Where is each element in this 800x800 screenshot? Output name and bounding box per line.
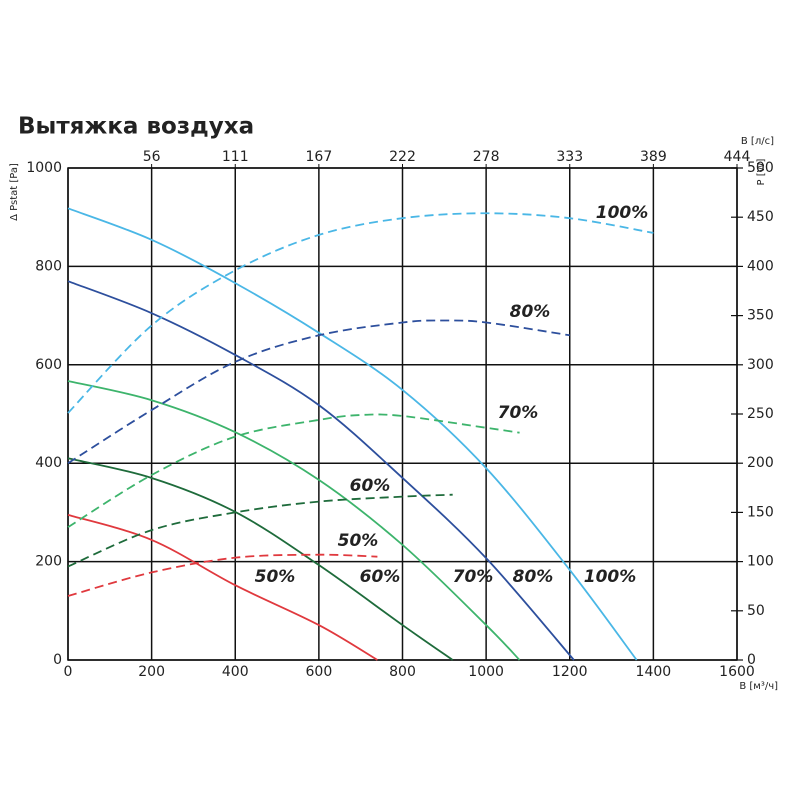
x2-tick-label: 56 bbox=[143, 149, 161, 165]
y2-tick-label: 300 bbox=[747, 357, 774, 373]
x2-tick-label: 167 bbox=[306, 149, 333, 165]
pressure-curve bbox=[67, 207, 638, 661]
y2-tick-label: 350 bbox=[747, 308, 774, 324]
power-curve bbox=[67, 319, 570, 464]
pressure-curve bbox=[67, 513, 378, 661]
curve-label: 50% bbox=[338, 531, 379, 551]
y2-tick-label: 200 bbox=[747, 455, 774, 471]
curve-label: 100% bbox=[596, 203, 649, 223]
x-tick-label: 200 bbox=[138, 664, 165, 680]
y2-tick-label: 250 bbox=[747, 406, 774, 422]
pressure-curve bbox=[67, 457, 454, 661]
y-tick-label: 400 bbox=[35, 455, 62, 471]
pressure-curve bbox=[67, 280, 575, 661]
power-curve bbox=[67, 493, 453, 568]
x-tick-label: 800 bbox=[389, 664, 416, 680]
curve-label: 60% bbox=[350, 476, 391, 496]
y2-axis-label: P [W] bbox=[756, 158, 767, 185]
y2-tick-label: 150 bbox=[747, 504, 774, 520]
curve-label: 50% bbox=[255, 567, 296, 587]
x2-tick-label: 222 bbox=[389, 149, 416, 165]
y2-tick-label: 500 bbox=[747, 160, 774, 176]
x-tick-label: 1000 bbox=[468, 664, 504, 680]
x2-tick-label: 389 bbox=[640, 149, 667, 165]
y-tick-label: 800 bbox=[35, 258, 62, 274]
x2-tick-label: 333 bbox=[556, 149, 583, 165]
x-tick-label: 600 bbox=[306, 664, 333, 680]
y2-tick-label: 0 bbox=[747, 652, 756, 668]
x2-tick-label: 278 bbox=[473, 149, 500, 165]
y-axis-label: Δ Pstat [Pa] bbox=[9, 163, 20, 221]
x-axis-label: B [м³/ч] bbox=[739, 681, 778, 692]
curve-label: 70% bbox=[498, 403, 539, 423]
chart-title: Вытяжка воздуха bbox=[18, 114, 254, 140]
curve-label: 80% bbox=[513, 567, 554, 587]
power-curve bbox=[67, 212, 654, 414]
power-curve bbox=[67, 413, 520, 528]
x-tick-label: 1200 bbox=[552, 664, 588, 680]
y-tick-label: 0 bbox=[53, 652, 62, 668]
pressure-curve bbox=[67, 380, 521, 661]
curve-label: 80% bbox=[510, 302, 551, 322]
y-tick-label: 1000 bbox=[26, 160, 62, 176]
x2-tick-label: 111 bbox=[222, 149, 249, 165]
x-tick-label: 400 bbox=[222, 664, 249, 680]
power-curve bbox=[67, 553, 378, 597]
curve-label: 60% bbox=[360, 567, 401, 587]
x2-tick-label: 444 bbox=[724, 149, 751, 165]
y-tick-label: 600 bbox=[35, 357, 62, 373]
y2-tick-label: 400 bbox=[747, 258, 774, 274]
curve-label: 70% bbox=[453, 567, 494, 587]
x-tick-label: 0 bbox=[64, 664, 73, 680]
x-tick-label: 1400 bbox=[636, 664, 672, 680]
y2-tick-label: 100 bbox=[747, 554, 774, 570]
y-tick-label: 200 bbox=[35, 554, 62, 570]
x-tick-label: 1600 bbox=[719, 664, 755, 680]
y2-tick-label: 50 bbox=[747, 603, 765, 619]
y2-tick-label: 450 bbox=[747, 209, 774, 225]
curve-label: 100% bbox=[584, 567, 637, 587]
x2-axis-label: B [л/с] bbox=[741, 136, 774, 147]
